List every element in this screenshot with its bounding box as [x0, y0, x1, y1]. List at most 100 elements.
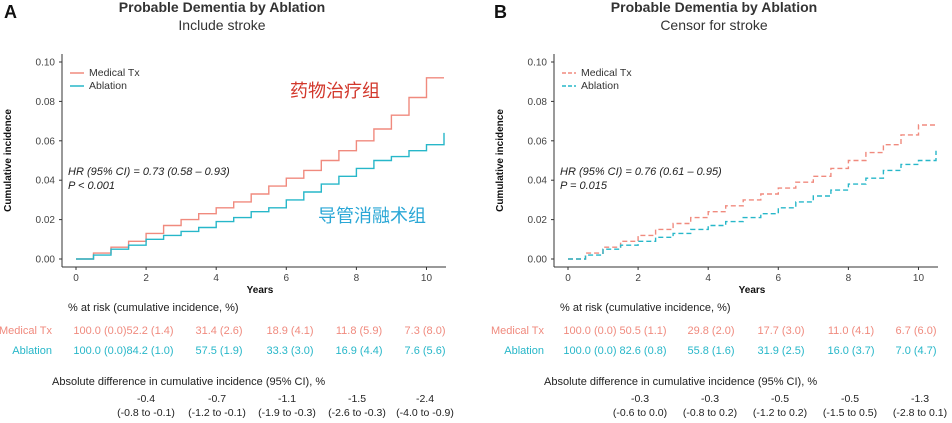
p-value-annotation: P < 0.001	[68, 180, 115, 192]
risk-cell: 11.8 (5.9)	[336, 325, 382, 337]
risk-cell: 6.7 (6.0)	[896, 325, 937, 337]
y-tick-label: 0.00	[528, 255, 548, 266]
x-tick-label: 0	[73, 273, 79, 284]
legend-label: Ablation	[581, 80, 619, 92]
difference-estimate: -2.4	[416, 393, 434, 405]
difference-estimate: -1.5	[348, 393, 366, 405]
difference-ci: (-1.2 to -0.1)	[188, 407, 246, 419]
difference-estimate: -1.3	[911, 393, 929, 405]
x-tick-label: 0	[565, 273, 571, 284]
risk-cell: 16.9 (4.4)	[335, 345, 382, 357]
difference-ci: (-0.8 to -0.1)	[117, 407, 175, 419]
x-tick-label: 4	[705, 273, 711, 284]
panel-b: B Probable Dementia by Ablation Censor for…	[491, 0, 947, 419]
risk-cell: 55.8 (1.6)	[687, 345, 734, 357]
risk-cell: 52.2 (1.4)	[126, 325, 173, 337]
risk-cell: 100.0 (0.0)	[563, 325, 616, 337]
hr-annotation: HR (95% CI) = 0.76 (0.61 – 0.95)	[560, 166, 722, 178]
difference-estimate: -0.7	[208, 393, 226, 405]
legend-label: Ablation	[89, 80, 127, 92]
series-line-medical-tx	[568, 123, 937, 260]
y-tick-label: 0.06	[528, 136, 548, 147]
risk-cell: 29.8 (2.0)	[687, 325, 734, 337]
legend-label: Medical Tx	[89, 67, 140, 79]
x-tick-label: 10	[421, 273, 433, 284]
x-axis-label: Years	[247, 285, 274, 296]
risk-cell: 57.5 (1.9)	[195, 345, 242, 357]
risk-row-label: Ablation	[504, 345, 544, 357]
risk-cell: 100.0 (0.0)	[73, 345, 126, 357]
difference-ci: (-0.6 to 0.0)	[613, 407, 667, 419]
risk-row-label: Medical Tx	[491, 325, 544, 337]
risk-cell: 82.6 (0.8)	[619, 345, 666, 357]
x-tick-label: 2	[143, 273, 149, 284]
difference-estimate: -1.1	[278, 393, 296, 405]
y-tick-label: 0.06	[36, 136, 56, 147]
difference-ci: (-1.5 to 0.5)	[823, 407, 877, 419]
chart-subtitle: Include stroke	[178, 17, 265, 33]
y-tick-label: 0.10	[528, 58, 548, 69]
x-tick-label: 8	[354, 273, 360, 284]
panel-letter: A	[4, 2, 17, 22]
series-line-ablation	[76, 132, 445, 260]
annotation-medical-cn: 药物治疗组	[290, 81, 380, 101]
panel-letter: B	[494, 2, 507, 22]
risk-row-label: Ablation	[12, 345, 52, 357]
risk-table-header: % at risk (cumulative incidence, %)	[560, 302, 731, 314]
risk-cell: 16.0 (3.7)	[827, 345, 874, 357]
risk-cell: 100.0 (0.0)	[563, 345, 616, 357]
chart-title: Probable Dementia by Ablation	[119, 0, 325, 15]
difference-ci: (-1.9 to -0.3)	[258, 407, 316, 419]
difference-estimate: -0.5	[841, 393, 859, 405]
y-axis-label: Cumulative incidence	[495, 109, 506, 212]
chart-subtitle: Censor for stroke	[660, 17, 768, 33]
difference-ci: (-2.8 to 0.1)	[893, 407, 947, 419]
risk-cell: 31.4 (2.6)	[195, 325, 242, 337]
risk-cell: 31.9 (2.5)	[757, 345, 804, 357]
y-tick-label: 0.04	[528, 176, 548, 187]
x-axis-label: Years	[739, 285, 766, 296]
risk-cell: 50.5 (1.1)	[619, 325, 666, 337]
x-tick-label: 4	[213, 273, 219, 284]
risk-row-label: Medical Tx	[0, 325, 52, 337]
difference-ci: (-0.8 to 0.2)	[683, 407, 737, 419]
series-line-medical-tx	[76, 77, 444, 260]
x-tick-label: 6	[284, 273, 290, 284]
difference-ci: (-1.2 to 0.2)	[753, 407, 807, 419]
p-value-annotation: P = 0.015	[560, 180, 608, 192]
x-tick-label: 8	[846, 273, 852, 284]
y-tick-label: 0.04	[36, 176, 56, 187]
legend-label: Medical Tx	[581, 67, 632, 79]
annotation-ablation-cn: 导管消融术组	[318, 206, 426, 226]
hr-annotation: HR (95% CI) = 0.73 (0.58 – 0.93)	[68, 166, 230, 178]
y-tick-label: 0.10	[36, 58, 56, 69]
difference-header: Absolute difference in cumulative incide…	[52, 376, 325, 388]
risk-cell: 84.2 (1.0)	[126, 345, 173, 357]
risk-cell: 7.3 (8.0)	[405, 325, 446, 337]
y-tick-label: 0.00	[36, 255, 56, 266]
risk-cell: 7.0 (4.7)	[896, 345, 937, 357]
difference-estimate: -0.5	[771, 393, 789, 405]
risk-cell: 7.6 (5.6)	[405, 345, 446, 357]
x-tick-label: 2	[635, 273, 641, 284]
x-tick-label: 10	[913, 273, 925, 284]
difference-header: Absolute difference in cumulative incide…	[544, 376, 817, 388]
y-tick-label: 0.08	[528, 97, 548, 108]
risk-cell: 18.9 (4.1)	[266, 325, 313, 337]
difference-ci: (-2.6 to -0.3)	[328, 407, 386, 419]
chart-title: Probable Dementia by Ablation	[611, 0, 817, 15]
risk-cell: 17.7 (3.0)	[757, 325, 804, 337]
risk-cell: 33.3 (3.0)	[266, 345, 313, 357]
x-tick-label: 6	[776, 273, 782, 284]
difference-estimate: -0.3	[631, 393, 649, 405]
risk-cell: 100.0 (0.0)	[73, 325, 126, 337]
y-axis-label: Cumulative incidence	[3, 109, 14, 212]
difference-estimate: -0.4	[137, 393, 155, 405]
risk-table-header: % at risk (cumulative incidence, %)	[68, 302, 239, 314]
y-tick-label: 0.02	[36, 215, 56, 226]
series-line-ablation	[568, 150, 937, 260]
y-tick-label: 0.08	[36, 97, 56, 108]
difference-ci: (-4.0 to -0.9)	[396, 407, 454, 419]
difference-estimate: -0.3	[701, 393, 719, 405]
